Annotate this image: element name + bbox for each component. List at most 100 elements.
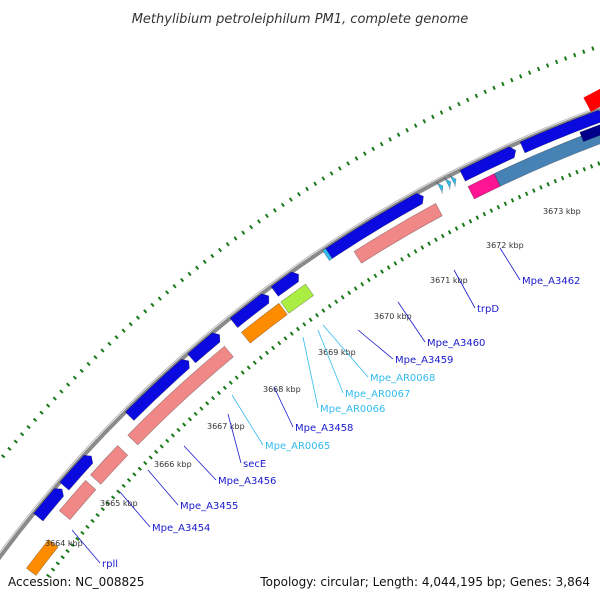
gene-feature-skyblue[interactable] xyxy=(443,177,452,190)
gene-label[interactable]: Mpe_A3454 xyxy=(152,523,210,534)
ruler-dot xyxy=(121,328,126,333)
inner-ruler-dot xyxy=(170,433,175,438)
gene-label-leader xyxy=(397,301,426,343)
gene-feature-cds[interactable] xyxy=(459,146,517,182)
inner-ruler-dot xyxy=(182,422,187,427)
gene-label[interactable]: Mpe_A3456 xyxy=(218,476,276,487)
ruler-dot xyxy=(313,181,318,186)
gene-label[interactable]: rpll xyxy=(102,559,118,570)
gene-feature-cds[interactable] xyxy=(59,454,94,491)
gene-feature-cds[interactable] xyxy=(124,358,190,421)
gene-label[interactable]: Mpe_A3455 xyxy=(180,501,238,512)
gene-feature-steelblue[interactable] xyxy=(493,114,600,187)
ruler-dot xyxy=(305,186,309,192)
ruler-dot xyxy=(210,253,215,259)
ruler-dot xyxy=(288,197,293,202)
gene-feature-rrna_pink[interactable] xyxy=(58,479,97,521)
gene-label[interactable]: Mpe_A3462 xyxy=(522,276,580,287)
inner-ruler-dot xyxy=(454,226,459,231)
inner-ruler-dot xyxy=(165,438,170,444)
ruler-dot xyxy=(474,93,479,99)
inner-ruler-dot xyxy=(121,483,126,488)
inner-ruler-dot xyxy=(539,185,543,190)
kbp-tick-label: 3667 kbp xyxy=(207,422,245,431)
inner-ruler-dot xyxy=(283,336,288,341)
inner-ruler-dot xyxy=(264,350,270,356)
ruler-dot xyxy=(591,46,595,51)
inner-ruler-dot xyxy=(111,495,116,500)
ruler-dot xyxy=(65,382,71,387)
ruler-dot xyxy=(388,137,392,142)
gene-label[interactable]: Mpe_A3460 xyxy=(427,338,485,349)
outer-dot-ruler xyxy=(0,46,600,578)
inner-ruler-dot xyxy=(380,269,384,274)
gene-feature-trna_orange[interactable] xyxy=(240,302,288,344)
ruler-dot xyxy=(501,81,505,87)
gene-feature-cds[interactable] xyxy=(519,109,600,154)
ruler-dot xyxy=(573,52,577,58)
gene-feature-red[interactable] xyxy=(583,88,600,112)
gene-label[interactable]: Mpe_AR0067 xyxy=(345,389,410,400)
ruler-dot xyxy=(337,166,342,171)
accession-text: Accession: NC_008825 xyxy=(8,575,144,589)
gene-feature-cds[interactable] xyxy=(187,332,221,364)
gene-label-leader xyxy=(147,469,179,506)
ruler-dot xyxy=(439,110,444,115)
ruler-dot xyxy=(448,106,452,111)
inner-ruler-dot xyxy=(176,427,181,433)
gene-feature-cds[interactable] xyxy=(270,271,299,297)
ruler-dot xyxy=(165,290,170,295)
inner-ruler-dot xyxy=(116,489,121,494)
gene-feature-trna_orange[interactable] xyxy=(25,539,59,576)
gene-feature-rrna_pink[interactable] xyxy=(353,202,443,264)
inner-ruler-dot xyxy=(80,530,85,535)
ruler-dot xyxy=(72,375,78,380)
gene-feature-rrna_pink[interactable] xyxy=(89,445,129,485)
inner-ruler-dot xyxy=(296,326,301,332)
gene-feature-lightgreen[interactable] xyxy=(280,283,315,314)
gene-feature-cds[interactable] xyxy=(229,293,270,329)
inner-ruler-dot xyxy=(95,512,100,518)
inner-ruler-dot xyxy=(334,299,339,304)
gene-label-leader xyxy=(183,445,217,481)
inner-ruler-dot xyxy=(413,249,418,254)
gene-label-leader xyxy=(322,324,369,378)
ruler-dot xyxy=(217,247,223,253)
gene-label[interactable]: trpD xyxy=(477,304,499,315)
inner-ruler-dot xyxy=(327,303,332,309)
gene-label-leader xyxy=(357,329,394,360)
gene-feature-skyblue[interactable] xyxy=(448,175,457,188)
kbp-tick-label: 3664 kbp xyxy=(45,539,83,548)
gene-feature-skyblue[interactable] xyxy=(435,181,444,194)
ruler-dot xyxy=(272,208,277,213)
inner-ruler-dot xyxy=(187,417,192,422)
inner-ruler-dot xyxy=(228,380,233,385)
inner-ruler-dot xyxy=(199,406,204,411)
inner-ruler-dot xyxy=(440,233,445,239)
gene-label[interactable]: Mpe_A3458 xyxy=(295,423,353,434)
inner-ruler-dot xyxy=(400,257,404,262)
inner-ruler-dot xyxy=(100,507,105,512)
inner-ruler-dot xyxy=(193,411,198,417)
inner-ruler-dot xyxy=(468,218,473,224)
gene-label[interactable]: Mpe_AR0065 xyxy=(265,441,330,452)
gene-feature-cds[interactable] xyxy=(325,192,424,259)
ruler-dot xyxy=(26,424,31,430)
ruler-dot xyxy=(483,89,487,95)
gene-label[interactable]: Mpe_AR0068 xyxy=(370,373,435,384)
gene-label[interactable]: Mpe_AR0066 xyxy=(320,404,385,415)
gene-feature-rrna_pink[interactable] xyxy=(127,345,234,446)
kbp-tick-label: 3665 kbp xyxy=(100,499,138,508)
gene-features-layer xyxy=(25,88,600,576)
ruler-dot xyxy=(563,56,568,61)
inner-ruler-dot xyxy=(553,178,558,184)
kbp-tick-label: 3668 kbp xyxy=(263,385,301,394)
ruler-dot xyxy=(13,439,18,444)
gene-feature-cds[interactable] xyxy=(33,488,64,522)
gene-label[interactable]: secE xyxy=(243,459,266,470)
ruler-dot xyxy=(457,101,461,107)
kbp-tick-label: 3669 kbp xyxy=(318,348,356,357)
gene-feature-cds_dark[interactable] xyxy=(579,102,600,142)
gene-label[interactable]: Mpe_A3459 xyxy=(395,355,453,366)
ruler-dot xyxy=(143,309,148,314)
